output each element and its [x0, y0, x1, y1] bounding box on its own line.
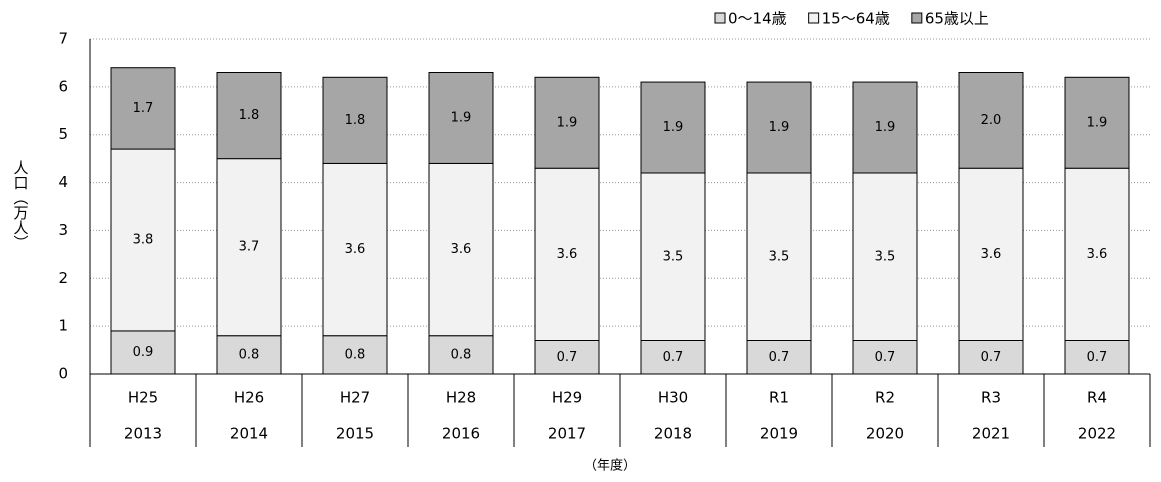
bar-segment	[746, 81, 812, 174]
x-tick-label: 2015	[336, 425, 374, 443]
y-tick-label: 0	[58, 365, 68, 383]
data-label: 3.5	[663, 249, 684, 264]
x-tick-label: 2013	[124, 425, 162, 443]
data-label: 0.7	[1087, 350, 1108, 365]
bar-segment	[640, 172, 706, 341]
bar-segment	[216, 72, 282, 160]
bar-segment	[110, 148, 176, 332]
bar-segment	[958, 167, 1024, 341]
x-tick-label: 2016	[442, 425, 480, 443]
data-label: 3.6	[345, 242, 366, 257]
bar-segment	[428, 335, 494, 375]
x-tick-label: H27	[340, 389, 370, 407]
x-tick-label: R1	[769, 389, 789, 407]
bar-segment	[216, 158, 282, 337]
data-label: 3.6	[451, 242, 472, 257]
y-tick-label: 2	[58, 269, 68, 287]
data-label: 3.6	[981, 247, 1002, 262]
data-label: 0.7	[557, 350, 578, 365]
bar-segment	[1064, 340, 1130, 375]
legend-label: 15〜64歳	[822, 10, 890, 28]
data-label: 0.7	[875, 350, 896, 365]
x-tick-label: H26	[234, 389, 264, 407]
legend-swatch	[911, 12, 923, 24]
data-label: 1.7	[133, 101, 154, 116]
x-tick-label: R2	[875, 389, 895, 407]
data-label: 1.8	[239, 108, 260, 123]
data-label: 2.0	[981, 113, 1002, 128]
bar-segment	[852, 340, 918, 375]
data-label: 3.6	[557, 247, 578, 262]
x-tick-label: 2018	[654, 425, 692, 443]
data-label: 0.8	[239, 347, 260, 362]
x-tick-label: H25	[128, 389, 158, 407]
bar-segment	[216, 335, 282, 375]
bar-segment	[534, 167, 600, 341]
bar-segment	[640, 81, 706, 174]
legend-swatch	[808, 12, 820, 24]
data-label: 1.9	[451, 110, 472, 125]
legend-label: 0〜14歳	[728, 10, 787, 28]
data-label: 1.9	[663, 120, 684, 135]
y-tick-label: 3	[58, 221, 68, 239]
x-tick-label: 2022	[1078, 425, 1116, 443]
y-tick-label: 4	[58, 173, 68, 191]
y-axis-label: 人口（万人）	[12, 160, 30, 250]
x-tick-label: H28	[446, 389, 476, 407]
data-label: 1.8	[345, 113, 366, 128]
data-label: 3.5	[875, 249, 896, 264]
x-tick-label: 2021	[972, 425, 1010, 443]
legend-label: 65歳以上	[925, 10, 989, 28]
data-label: 0.7	[769, 350, 790, 365]
bar-segment	[1064, 167, 1130, 341]
x-tick-label: 2017	[548, 425, 586, 443]
bar-segment	[1064, 76, 1130, 169]
bar-segment	[958, 72, 1024, 169]
x-tick-label: R3	[981, 389, 1001, 407]
x-tick-label: 2020	[866, 425, 904, 443]
y-tick-label: 1	[58, 317, 68, 335]
data-label: 1.9	[1087, 115, 1108, 130]
data-label: 0.8	[451, 347, 472, 362]
x-axis-label: （年度）	[584, 458, 636, 474]
y-tick-label: 6	[58, 77, 68, 95]
bar-segment	[746, 172, 812, 341]
bar-segment	[852, 172, 918, 341]
data-label: 1.9	[557, 115, 578, 130]
bar-segment	[746, 340, 812, 375]
bar-segment	[428, 72, 494, 164]
x-tick-label: R4	[1087, 389, 1107, 407]
bar-segment	[852, 81, 918, 174]
data-label: 3.7	[239, 240, 260, 255]
x-tick-label: 2014	[230, 425, 268, 443]
data-label: 0.8	[345, 347, 366, 362]
data-label: 0.7	[663, 350, 684, 365]
bar-segment	[322, 335, 388, 375]
data-label: 1.9	[769, 120, 790, 135]
y-tick-label: 7	[58, 30, 68, 48]
x-tick-label: 2019	[760, 425, 798, 443]
bar-segment	[110, 67, 176, 150]
x-tick-label: H30	[658, 389, 688, 407]
data-label: 0.7	[981, 350, 1002, 365]
bar-segment	[428, 162, 494, 337]
y-tick-label: 5	[58, 125, 68, 143]
data-label: 3.8	[133, 233, 154, 248]
bar-segment	[534, 76, 600, 169]
data-label: 0.9	[133, 345, 154, 360]
data-label: 3.6	[1087, 247, 1108, 262]
bar-segment	[322, 162, 388, 337]
legend-swatch	[714, 12, 726, 24]
bar-segment	[534, 340, 600, 375]
data-label: 3.5	[769, 249, 790, 264]
bar-segment	[322, 76, 388, 164]
x-tick-label: H29	[552, 389, 582, 407]
data-label: 1.9	[875, 120, 896, 135]
